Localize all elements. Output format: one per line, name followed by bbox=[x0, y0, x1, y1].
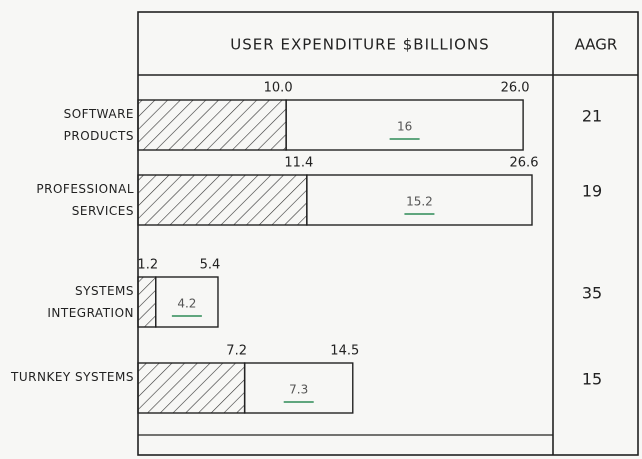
value-label: 15.2 bbox=[406, 195, 433, 209]
aagr-value: 21 bbox=[582, 107, 602, 126]
bar-segment bbox=[243, 362, 354, 414]
total-label: 5.4 bbox=[200, 258, 221, 273]
bar-segment bbox=[137, 362, 246, 414]
value-label: 7.2 bbox=[226, 344, 247, 359]
bar-segment bbox=[306, 174, 533, 226]
value-label: 11.4 bbox=[284, 156, 313, 171]
bar-segment bbox=[155, 276, 219, 328]
value-label: 16 bbox=[397, 120, 412, 134]
category-label: SYSTEMS INTEGRATION bbox=[47, 284, 134, 320]
total-label: 14.5 bbox=[330, 344, 359, 359]
aagr-value: 15 bbox=[582, 370, 602, 389]
category-label: PROFESSIONAL SERVICES bbox=[36, 182, 134, 218]
column-header: AAGR bbox=[575, 36, 618, 54]
value-label: 7.3 bbox=[289, 383, 308, 397]
chart-title: USER EXPENDITURE $BILLIONS bbox=[230, 36, 489, 54]
bar-segment bbox=[285, 99, 524, 151]
total-label: 26.6 bbox=[510, 156, 539, 171]
total-label: 26.0 bbox=[501, 81, 530, 96]
frame bbox=[137, 11, 639, 456]
aagr-value: 35 bbox=[582, 284, 602, 303]
bar-segment bbox=[137, 276, 157, 328]
value-label: 10.0 bbox=[264, 81, 293, 96]
value-label: 4.2 bbox=[177, 297, 196, 311]
bar-segment bbox=[137, 174, 308, 226]
value-label: 1.2 bbox=[137, 258, 158, 273]
category-label: TURNKEY SYSTEMS bbox=[11, 370, 134, 384]
bar-segment bbox=[137, 99, 287, 151]
category-label: SOFTWARE PRODUCTS bbox=[63, 107, 134, 143]
aagr-value: 19 bbox=[582, 182, 602, 201]
